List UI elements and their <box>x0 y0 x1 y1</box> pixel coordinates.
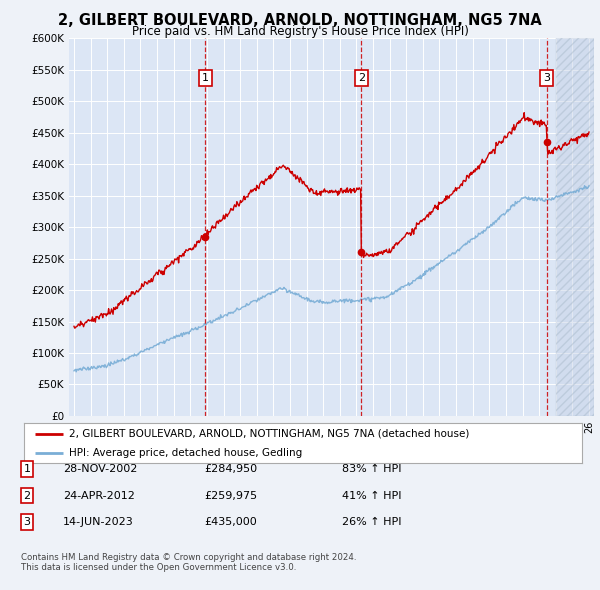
Text: 3: 3 <box>543 73 550 83</box>
Text: HPI: Average price, detached house, Gedling: HPI: Average price, detached house, Gedl… <box>68 448 302 458</box>
Text: This data is licensed under the Open Government Licence v3.0.: This data is licensed under the Open Gov… <box>21 563 296 572</box>
Text: Price paid vs. HM Land Registry's House Price Index (HPI): Price paid vs. HM Land Registry's House … <box>131 25 469 38</box>
Bar <box>556 38 594 416</box>
Text: Contains HM Land Registry data © Crown copyright and database right 2024.: Contains HM Land Registry data © Crown c… <box>21 553 356 562</box>
Text: £259,975: £259,975 <box>204 491 257 500</box>
Text: 2, GILBERT BOULEVARD, ARNOLD, NOTTINGHAM, NG5 7NA (detached house): 2, GILBERT BOULEVARD, ARNOLD, NOTTINGHAM… <box>68 429 469 439</box>
Text: 28-NOV-2002: 28-NOV-2002 <box>63 464 137 474</box>
Text: 83% ↑ HPI: 83% ↑ HPI <box>342 464 401 474</box>
Text: 2: 2 <box>23 491 31 500</box>
Text: 1: 1 <box>23 464 31 474</box>
Text: 24-APR-2012: 24-APR-2012 <box>63 491 135 500</box>
Text: 3: 3 <box>23 517 31 527</box>
Text: 2, GILBERT BOULEVARD, ARNOLD, NOTTINGHAM, NG5 7NA: 2, GILBERT BOULEVARD, ARNOLD, NOTTINGHAM… <box>58 13 542 28</box>
Text: 1: 1 <box>202 73 209 83</box>
Text: £435,000: £435,000 <box>204 517 257 527</box>
Text: £284,950: £284,950 <box>204 464 257 474</box>
Text: 14-JUN-2023: 14-JUN-2023 <box>63 517 134 527</box>
Text: 41% ↑ HPI: 41% ↑ HPI <box>342 491 401 500</box>
Text: 26% ↑ HPI: 26% ↑ HPI <box>342 517 401 527</box>
Text: 2: 2 <box>358 73 365 83</box>
